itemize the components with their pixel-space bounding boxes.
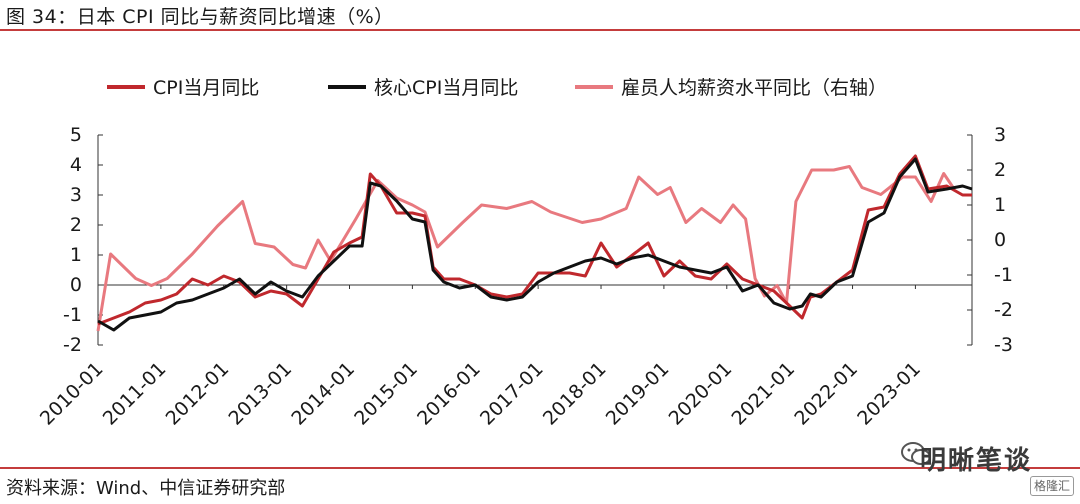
x-tick-label: 2011-01 bbox=[99, 358, 171, 430]
legend-label-3: 雇员人均薪资水平同比（右轴） bbox=[621, 77, 887, 99]
legend-label-1: CPI当月同比 bbox=[153, 77, 259, 99]
legend: CPI当月同比 核心CPI当月同比 雇员人均薪资水平同比（右轴） bbox=[107, 77, 887, 99]
bottom-rule bbox=[0, 467, 1080, 469]
left-tick-label: 2 bbox=[70, 214, 82, 236]
left-tick-label: 3 bbox=[70, 184, 82, 206]
source-note: 资料来源：Wind、中信证券研究部 bbox=[6, 478, 286, 499]
tick-labels: 5 4 3 2 1 0 -1 -2 3 2 1 0 -1 -2 -3 2010-012011-012012-0… bbox=[36, 124, 1013, 430]
x-tick-label: 2012-01 bbox=[162, 358, 234, 430]
top-rule bbox=[0, 29, 1080, 31]
left-tick-label: -1 bbox=[63, 304, 82, 326]
right-tick-label: -1 bbox=[994, 264, 1013, 286]
watermark-brand: 明晰笔谈 bbox=[919, 446, 1032, 476]
x-tick-label: 2022-01 bbox=[790, 358, 862, 430]
line-chart: CPI当月同比 核心CPI当月同比 雇员人均薪资水平同比（右轴） 5 4 3 2 1 0 -1 -… bbox=[36, 77, 1013, 430]
series-line-3 bbox=[96, 165, 955, 332]
x-tick-label: 2021-01 bbox=[727, 358, 799, 430]
right-tick-label: 1 bbox=[994, 194, 1006, 216]
watermark-badge: 格隆汇 bbox=[1029, 476, 1074, 496]
right-tick-label: -3 bbox=[994, 334, 1013, 356]
x-tick-label: 2015-01 bbox=[350, 358, 422, 430]
right-tick-label: -2 bbox=[994, 299, 1013, 321]
right-tick-label: 2 bbox=[994, 159, 1006, 181]
x-tick-label: 2013-01 bbox=[224, 358, 296, 430]
series-line-2 bbox=[97, 157, 973, 332]
left-tick-label: 1 bbox=[70, 244, 82, 266]
x-tick-label: 2017-01 bbox=[476, 358, 548, 430]
left-tick-label: 4 bbox=[70, 154, 82, 176]
series-line-1 bbox=[97, 154, 972, 326]
axes bbox=[97, 134, 973, 346]
left-tick-label: -2 bbox=[63, 334, 82, 356]
legend-label-2: 核心CPI当月同比 bbox=[374, 77, 518, 99]
wechat-icon bbox=[901, 442, 931, 465]
right-tick-label: 3 bbox=[994, 124, 1006, 146]
x-tick-label: 2019-01 bbox=[602, 358, 674, 430]
right-tick-label: 0 bbox=[994, 229, 1006, 251]
x-tick-label: 2023-01 bbox=[853, 358, 925, 430]
series-lines bbox=[96, 154, 973, 332]
figure-title: 图 34：日本 CPI 同比与薪资同比增速（%） bbox=[6, 6, 394, 28]
left-tick-label: 5 bbox=[70, 124, 82, 146]
x-tick-label: 2016-01 bbox=[413, 358, 485, 430]
left-tick-label: 0 bbox=[70, 274, 82, 296]
x-tick-label: 2010-01 bbox=[36, 358, 108, 430]
x-tick-label: 2018-01 bbox=[539, 358, 611, 430]
x-tick-label: 2020-01 bbox=[665, 358, 737, 430]
x-tick-label: 2014-01 bbox=[287, 358, 359, 430]
